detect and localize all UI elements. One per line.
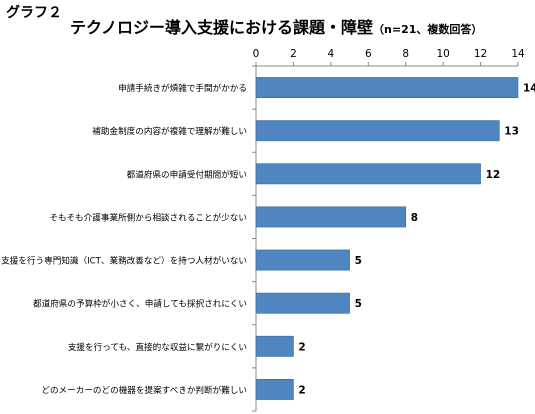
data-label: 5 bbox=[355, 255, 362, 267]
category-label: 申請手続きが煩雑で手間がかかる bbox=[118, 82, 247, 94]
category-label: そもそも介護事業所側から相談されることが少ない bbox=[50, 211, 248, 223]
figure-label: グラフ２ bbox=[6, 5, 62, 21]
bar bbox=[255, 77, 519, 98]
bar bbox=[255, 379, 294, 400]
category-label: 支援を行っても、直接的な収益に繋がりにくい bbox=[68, 341, 247, 353]
chart-title-text: テクノロジー導入支援における課題・障壁 bbox=[70, 18, 374, 37]
category-label: 支援を行う専門知識（ICT、業務改善など）を持つ人材がいない bbox=[1, 255, 247, 267]
bar bbox=[255, 292, 350, 314]
x-tick-label: 8 bbox=[402, 48, 409, 60]
data-label: 12 bbox=[486, 169, 501, 181]
x-tick-label: 0 bbox=[253, 48, 260, 60]
chart-title: テクノロジー導入支援における課題・障壁（n=21、複数回答） bbox=[70, 14, 482, 38]
category-label: どのメーカーのどの機器を提案すべきか判断が難しい bbox=[41, 384, 247, 396]
bar bbox=[255, 206, 407, 228]
chart-subtitle: （n=21、複数回答） bbox=[373, 23, 483, 36]
data-label: 2 bbox=[298, 341, 305, 353]
bar bbox=[255, 249, 350, 271]
data-label: 2 bbox=[298, 384, 305, 396]
category-label: 都道府県の申請受付期間が短い bbox=[127, 168, 247, 180]
x-tick-label: 12 bbox=[474, 48, 487, 60]
data-label: 8 bbox=[411, 212, 418, 224]
x-tick-label: 4 bbox=[328, 48, 335, 60]
x-tick-label: 14 bbox=[511, 48, 525, 60]
category-label: 都道府県の予算枠が小さく、申請しても採択されにくい bbox=[33, 298, 247, 310]
bar bbox=[255, 163, 481, 185]
data-label: 14 bbox=[523, 83, 535, 95]
bar bbox=[255, 120, 500, 142]
x-tick-label: 6 bbox=[365, 48, 372, 60]
bar bbox=[255, 335, 294, 357]
category-label: 補助金制度の内容が複雑で理解が難しい bbox=[92, 125, 247, 137]
x-tick-label: 10 bbox=[436, 48, 449, 60]
x-tick-label: 2 bbox=[290, 48, 297, 60]
data-label: 13 bbox=[504, 126, 519, 138]
data-label: 5 bbox=[355, 298, 362, 310]
